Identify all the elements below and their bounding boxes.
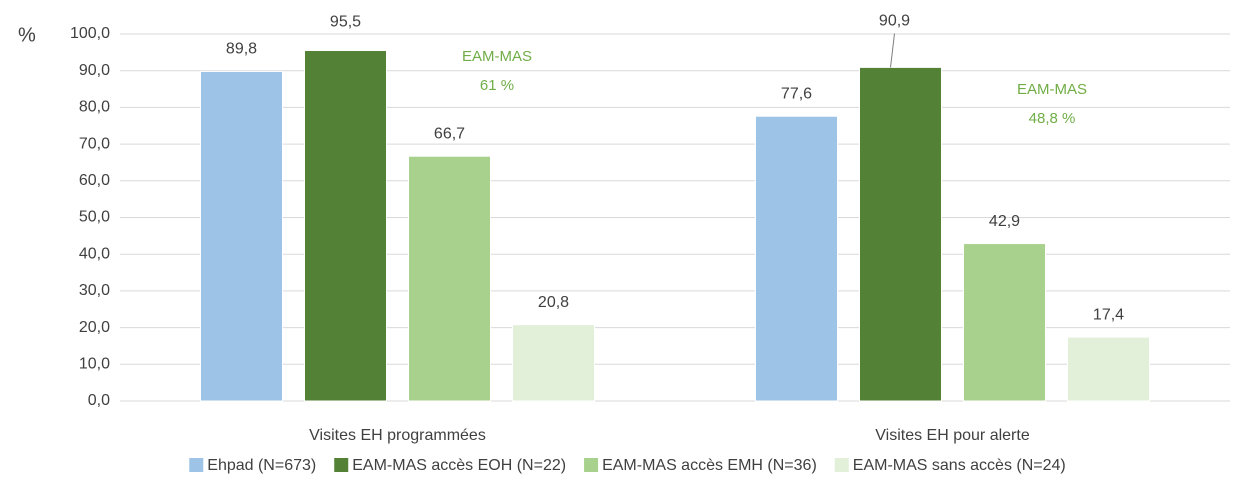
- bar: [408, 155, 491, 402]
- value-label: 77,6: [781, 85, 812, 102]
- annotation: 61 %: [480, 77, 514, 94]
- bar: [304, 50, 387, 402]
- y-tick-label: 50,0: [79, 209, 110, 226]
- legend-label: EAM-MAS accès EMH (N=36): [602, 457, 817, 474]
- legend-label: EAM-MAS sans accès (N=24): [853, 457, 1066, 474]
- y-tick-label: 40,0: [79, 245, 110, 262]
- value-label: 90,9: [879, 13, 910, 30]
- value-label: 17,4: [1093, 306, 1124, 323]
- y-tick-label: 20,0: [79, 319, 110, 336]
- value-label: 95,5: [330, 14, 361, 31]
- bar: [859, 66, 942, 402]
- annotation: EAM-MAS: [1017, 81, 1087, 98]
- x-tick-label: Visites EH programmées: [309, 427, 486, 444]
- value-label: 20,8: [538, 294, 569, 311]
- value-label: 89,8: [226, 41, 257, 58]
- bar: [512, 324, 595, 402]
- bar: [963, 243, 1046, 402]
- y-tick-label: 80,0: [79, 99, 110, 116]
- value-label: 66,7: [434, 125, 465, 142]
- legend-swatch: [834, 458, 849, 472]
- legend-swatch: [334, 458, 349, 472]
- legend-swatch: [189, 458, 204, 472]
- value-label: 42,9: [989, 213, 1020, 230]
- legend-label: Ehpad (N=673): [207, 457, 316, 474]
- bar: [755, 115, 838, 402]
- y-axis-label: %: [18, 24, 36, 46]
- y-tick-label: 60,0: [79, 172, 110, 189]
- bar: [200, 70, 283, 402]
- annotation: EAM-MAS: [462, 48, 532, 65]
- annotation: 48,8 %: [1029, 110, 1076, 127]
- x-tick-label: Visites EH pour alerte: [875, 427, 1030, 444]
- y-tick-label: 30,0: [79, 282, 110, 299]
- legend-label: EAM-MAS accès EOH (N=22): [352, 457, 566, 474]
- y-tick-label: 0,0: [88, 392, 110, 409]
- legend-swatch: [584, 458, 599, 472]
- bar: [1067, 336, 1150, 402]
- y-tick-label: 10,0: [79, 356, 110, 373]
- y-tick-label: 90,0: [79, 62, 110, 79]
- leader-line: [890, 33, 895, 68]
- y-tick-label: 100,0: [70, 25, 110, 42]
- y-tick-label: 70,0: [79, 135, 110, 152]
